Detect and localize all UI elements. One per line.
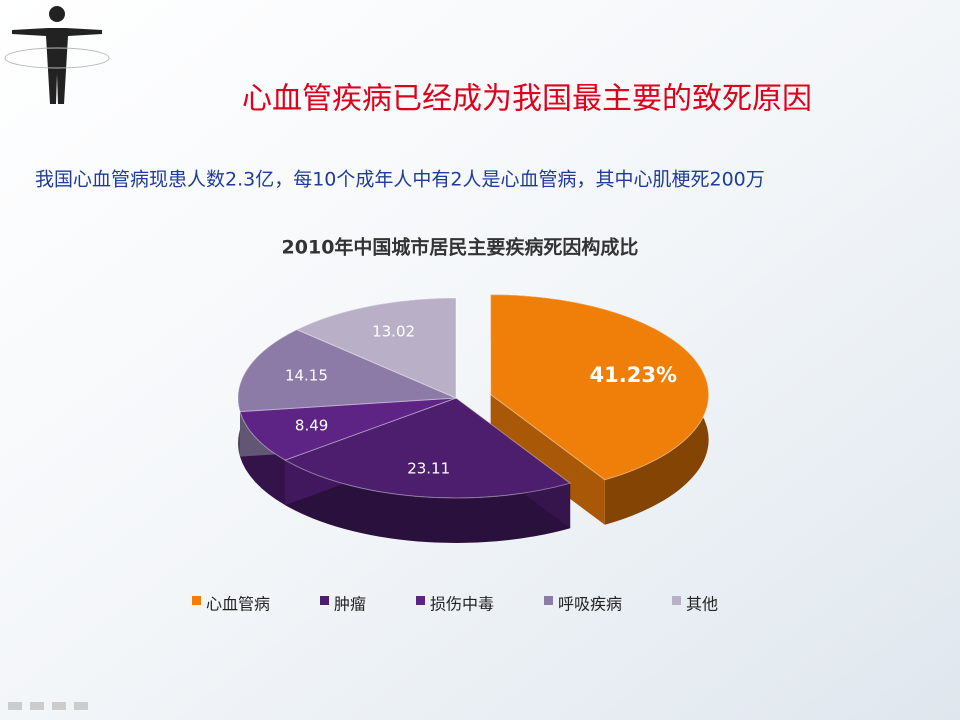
legend-swatch (416, 596, 425, 605)
slide-title: 心血管疾病已经成为我国最主要的致死原因 (242, 82, 812, 117)
legend-label: 呼吸疾病 (558, 595, 622, 614)
slice (490, 294, 710, 481)
nav-icons (8, 702, 88, 710)
slice-wall (490, 394, 605, 525)
data-label: 8.49 (295, 417, 328, 435)
legend-swatch (192, 596, 201, 605)
chart-title: 2010年中国城市居民主要疾病死因构成比 (282, 236, 639, 259)
legend-swatch (544, 596, 553, 605)
legend-label: 其他 (686, 595, 718, 614)
legend-swatch (672, 596, 681, 605)
slice (237, 329, 457, 413)
slice-side (285, 460, 571, 543)
legend-label: 肿瘤 (334, 595, 366, 614)
legend-label: 心血管病 (206, 595, 270, 614)
data-label: 41.23% (590, 363, 677, 387)
slice (283, 397, 572, 499)
data-label: 14.15 (285, 367, 328, 385)
figure-ring (4, 47, 110, 69)
slice (295, 297, 457, 399)
legend-swatch (320, 596, 329, 605)
legend-label: 损伤中毒 (430, 595, 494, 614)
data-label: 13.02 (372, 322, 415, 340)
slice (239, 397, 457, 461)
slide-subtitle: 我国心血管病现患人数2.3亿，每10个成年人中有2人是心血管病，其中心肌梗死20… (35, 169, 765, 191)
data-label: 23.11 (407, 459, 450, 477)
figure-icon (12, 6, 102, 104)
